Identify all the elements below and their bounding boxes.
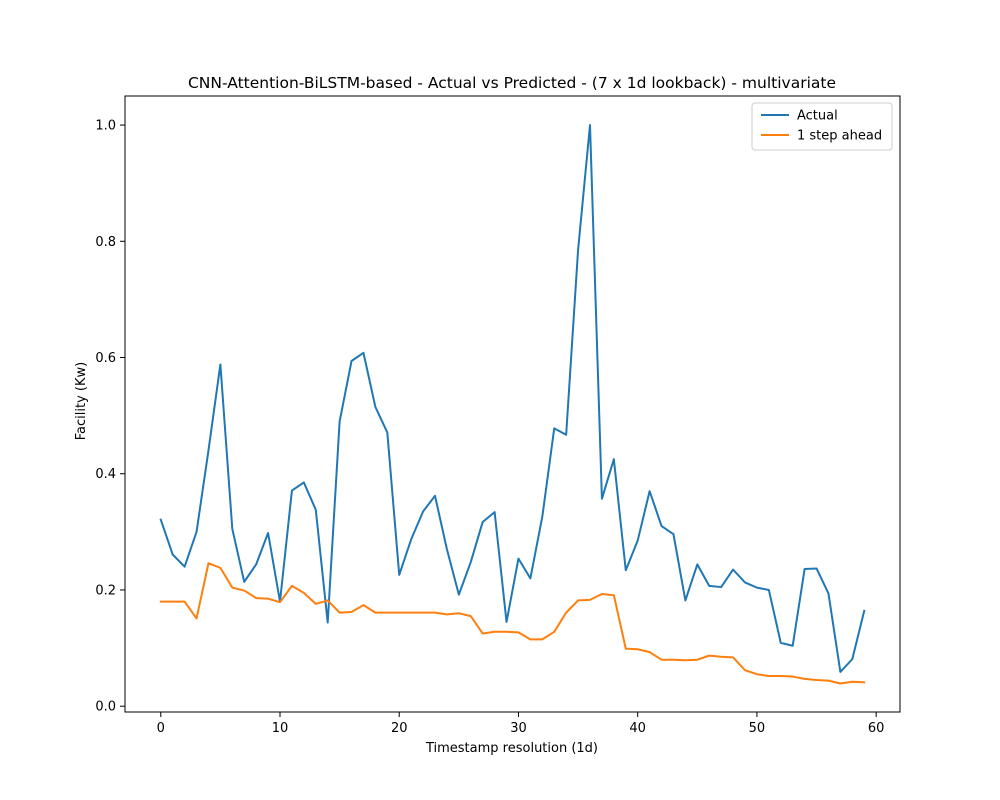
series-line-predicted [159, 562, 866, 685]
y-tick-label: 0.0 [95, 700, 116, 715]
legend: Actual 1 step ahead [751, 102, 893, 151]
x-tick-label: 20 [391, 721, 408, 736]
plot-area [124, 95, 901, 713]
chart-title: CNN-Attention-BiLSTM-based - Actual vs P… [188, 74, 836, 92]
y-tick-label: 0.8 [95, 235, 116, 250]
axes-frame [124, 95, 901, 713]
y-tick-label: 0.4 [95, 467, 116, 482]
y-axis: 0.0 0.2 0.4 0.6 0.8 1.0 [95, 119, 125, 715]
x-tick-label: 30 [510, 721, 527, 736]
y-tick-label: 0.2 [95, 583, 116, 598]
legend-label-actual: Actual [797, 109, 838, 124]
series-line-actual [159, 124, 866, 673]
x-tick-label: 60 [868, 721, 885, 736]
y-tick-label: 1.0 [95, 119, 116, 134]
x-tick-label: 40 [629, 721, 646, 736]
x-tick-label: 0 [157, 721, 165, 736]
legend-label-predicted: 1 step ahead [797, 129, 882, 144]
x-tick-label: 10 [272, 721, 289, 736]
y-axis-label: Facility (Kw) [74, 362, 89, 440]
x-tick-label: 50 [749, 721, 766, 736]
x-axis: 0 10 20 30 40 50 60 [157, 712, 885, 736]
x-axis-label: Timestamp resolution (1d) [425, 741, 598, 756]
y-tick-label: 0.6 [95, 351, 116, 366]
series-layer [159, 124, 866, 685]
